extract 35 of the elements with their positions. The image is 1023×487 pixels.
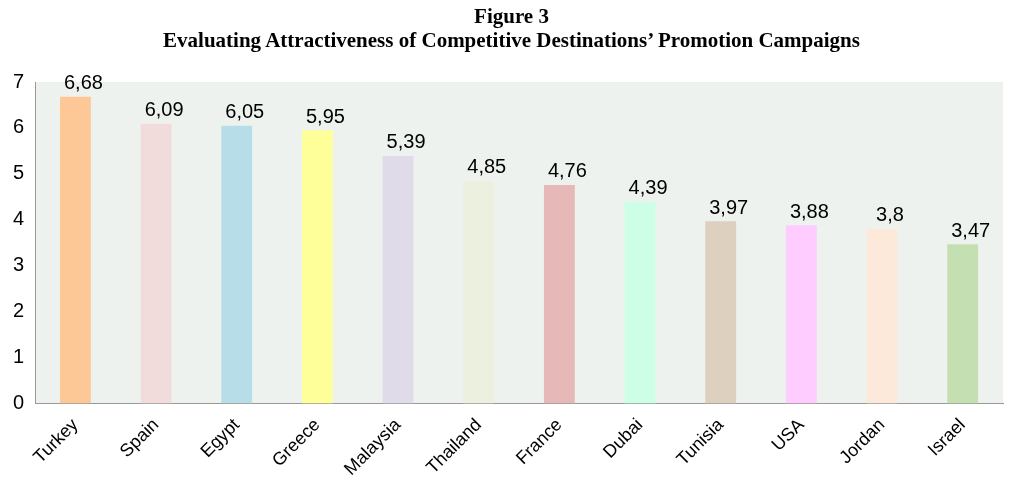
bar: [463, 180, 495, 404]
data-label: 5,39: [386, 130, 426, 153]
data-label: 3,88: [789, 199, 829, 222]
data-label: 4,85: [467, 155, 507, 178]
bar: [866, 228, 898, 404]
y-tick-label: 2: [13, 299, 25, 322]
y-tick-label: 5: [13, 161, 25, 184]
y-tick-label: 4: [13, 207, 25, 230]
bar: [543, 184, 575, 404]
y-tick-label: 1: [13, 345, 25, 368]
bar: [785, 225, 817, 404]
bar: [624, 201, 656, 404]
chart-subtitle: Evaluating Attractiveness of Competitive Destinations’ Promotion Campaigns: [162, 28, 861, 52]
data-label: 3,47: [951, 218, 991, 241]
bar: [60, 96, 91, 404]
data-label: 4,39: [628, 176, 668, 199]
x-tick-label: USA: [767, 414, 808, 455]
y-tick-label: 6: [13, 115, 25, 138]
chart-title: Figure 3: [473, 4, 550, 28]
data-label: 5,95: [305, 104, 345, 127]
bar: [705, 221, 737, 404]
y-tick-label: 3: [13, 253, 25, 276]
bar: [302, 130, 333, 404]
bar: [221, 125, 253, 404]
data-label: 3,97: [709, 195, 749, 218]
y-tick-label: 0: [13, 391, 25, 414]
data-label: 3,8: [876, 203, 904, 226]
data-label: 6,09: [144, 98, 184, 121]
y-tick-label: 7: [13, 69, 25, 92]
data-label: 6,68: [63, 71, 103, 94]
bar: [947, 244, 979, 404]
bar: [140, 123, 172, 404]
data-label: 6,05: [225, 100, 265, 123]
bar: [382, 155, 414, 404]
data-label: 4,76: [547, 159, 587, 182]
